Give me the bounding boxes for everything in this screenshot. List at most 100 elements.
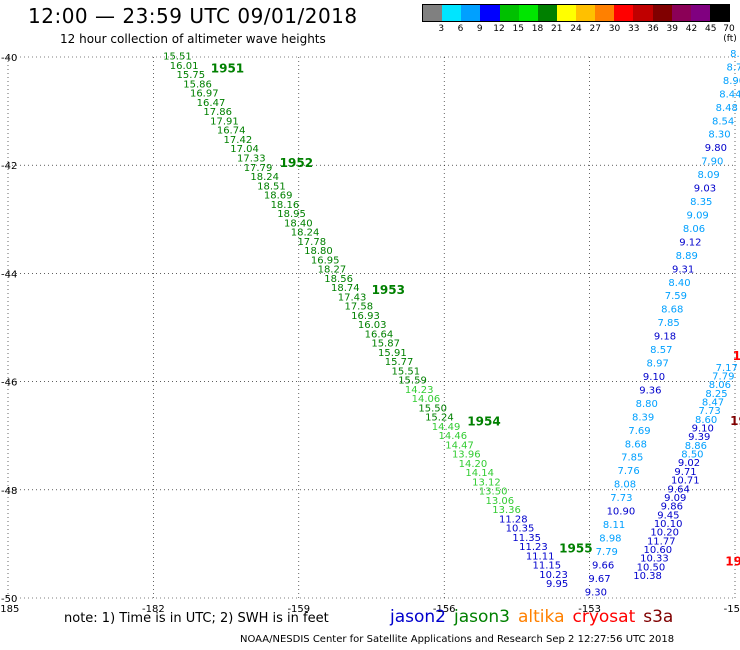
color-scale-labels: 3 6 9 12 15 18 21 24 27 30 33 36 39 42 45 70 (ft) (422, 22, 736, 44)
wave-height-value: 9.30 (585, 587, 607, 598)
legend-entry-s3a: s3a (643, 607, 674, 627)
latitude-tick-label: -42 (1, 161, 17, 172)
wave-height-value: 8.97 (647, 359, 669, 370)
wave-height-value: 9.86 (661, 502, 683, 513)
wave-height-value: 8.35 (690, 197, 712, 208)
longitude-tick-label: -150 (724, 604, 740, 615)
color-scale-label: 70 (ft) (723, 24, 737, 44)
color-scale-label: 24 (570, 24, 582, 34)
wave-height-value: 8.90 (723, 76, 740, 87)
units-note: note: 1) Time is in UTC; 2) SWH is in fe… (64, 611, 329, 626)
wave-height-value: 7.85 (621, 453, 643, 464)
wave-height-value: 9.67 (588, 574, 610, 585)
wave-height-value: 11.11 (526, 551, 555, 562)
legend-entry-altika: altika (518, 607, 565, 627)
wave-height-value: 8.25 (705, 389, 727, 400)
wave-height-value: 8.06 (709, 380, 731, 391)
wave-height-value: 15.50 (418, 403, 447, 414)
wave-height-value: 18.24 (250, 172, 279, 183)
wave-height-value: 8.39 (632, 412, 654, 423)
wave-height-value: 8.47 (702, 397, 724, 408)
wave-height-value: 8.50 (681, 450, 703, 461)
color-swatch (633, 5, 653, 21)
track-time-label: 1952 (280, 156, 313, 170)
color-scale-swatches (422, 4, 730, 22)
map-title: 12:00 — 23:59 UTC 09/01/2018 (28, 4, 358, 28)
color-swatch (671, 5, 691, 21)
wave-height-value: 8.68 (661, 305, 683, 316)
wave-height-value: 13.96 (452, 450, 481, 461)
wave-height-value: 9.95 (546, 579, 568, 590)
wave-height-value: 8.68 (625, 439, 647, 450)
wave-height-value: 9.02 (678, 458, 700, 469)
wave-height-value: 8.57 (650, 345, 672, 356)
longitude-tick-label: -156 (433, 604, 456, 615)
map-subtitle: 12 hour collection of altimeter wave hei… (60, 32, 326, 46)
wave-height-value: 8.44 (719, 89, 740, 100)
color-scale-label: 30 (608, 24, 621, 34)
wave-height-value: 15.59 (398, 376, 427, 387)
wave-height-value: 7.73 (698, 406, 720, 417)
color-scale-label: 27 (589, 24, 601, 34)
wave-height-value: 11.23 (519, 542, 548, 553)
credit-footer: NOAA/NESDIS Center for Satellite Applica… (240, 634, 675, 645)
wave-height-value: 11.77 (647, 536, 676, 547)
wave-height-value: 17.04 (230, 144, 259, 155)
wave-height-value: 13.50 (479, 487, 508, 498)
wave-height-value: 16.74 (217, 126, 246, 137)
color-scale-label: 33 (628, 24, 640, 34)
color-swatch (499, 5, 519, 21)
color-swatch (518, 5, 538, 21)
satellite-legend: jason2 jason3 altika cryosat s3a (390, 607, 681, 627)
wave-height-value: 9.66 (592, 560, 614, 571)
wave-height-value: 18.40 (284, 218, 313, 229)
wave-height-value: 8.40 (668, 278, 690, 289)
wave-height-value: 7.79 (596, 547, 618, 558)
track-time-label: 1951 (211, 61, 244, 75)
wave-height-value: 10.50 (637, 562, 666, 573)
wave-height-value: 10.33 (640, 554, 669, 565)
wave-height-value: 7.59 (665, 291, 687, 302)
wave-height-value: 10.23 (539, 570, 568, 581)
latitude-tick-label: -46 (1, 378, 17, 389)
wave-height-value: 8.80 (636, 399, 658, 410)
wave-height-value: 18.69 (264, 191, 293, 202)
wave-height-value: 10.90 (607, 507, 636, 518)
wave-height-value: 14.14 (465, 468, 494, 479)
wave-height-value: 9.39 (688, 432, 710, 443)
wave-height-value: 10.71 (671, 476, 700, 487)
latitude-tick-label: -44 (1, 269, 17, 280)
track-time-label: 1953 (372, 283, 405, 297)
wave-height-value: 13.12 (472, 477, 501, 488)
legend-entry-jason3: jason3 (454, 607, 510, 627)
wave-height-value: 17.43 (338, 292, 367, 303)
wave-height-value: 18.51 (257, 181, 286, 192)
wave-height-value: 8.86 (685, 441, 707, 452)
wave-height-value: 8.09 (697, 170, 719, 181)
wave-height-value: 13.36 (492, 505, 521, 516)
wave-height-color-scale: 3 6 9 12 15 18 21 24 27 30 33 36 39 42 45 70 (ft) (422, 4, 737, 44)
wave-height-value: 7.76 (617, 466, 639, 477)
wave-height-value: 15.51 (163, 52, 192, 63)
wave-height-value: 16.95 (311, 255, 340, 266)
color-scale-label: 12 (493, 24, 505, 34)
wave-height-value: 8.48 (716, 103, 738, 114)
color-swatch (556, 5, 576, 21)
color-swatch (614, 5, 634, 21)
wave-height-value: 17.33 (237, 153, 266, 164)
wave-height-value: 11.15 (533, 561, 562, 572)
track-time-label: 11 (733, 349, 740, 363)
wave-height-value: 18.16 (271, 200, 300, 211)
color-scale-label: 42 (685, 24, 698, 34)
longitude-tick-label: -159 (287, 604, 310, 615)
wave-height-value: 8.08 (614, 480, 636, 491)
wave-height-value: 8.11 (603, 520, 625, 531)
wave-height-value: 10.20 (650, 528, 679, 539)
wave-height-value: 17.58 (344, 302, 373, 313)
track-time-label: 1955 (559, 541, 592, 555)
wave-height-value: 9.80 (705, 143, 727, 154)
wave-height-value: 18.95 (277, 209, 306, 220)
track-time-label: 1954 (467, 415, 500, 429)
wave-height-value: 9.10 (643, 372, 665, 383)
